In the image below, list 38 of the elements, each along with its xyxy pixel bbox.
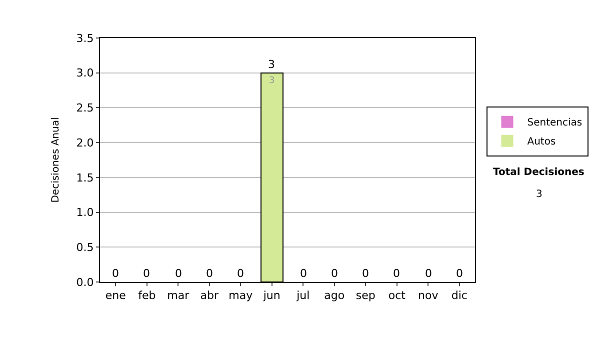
x-tick-label: jun xyxy=(262,289,280,302)
data-label: 3 xyxy=(269,76,275,86)
x-tick-label: jul xyxy=(296,289,310,302)
y-tick-label: 1.0 xyxy=(76,206,94,220)
y-tick-label: 2.0 xyxy=(76,136,94,150)
legend-label: Autos xyxy=(527,136,556,148)
y-tick-label: 3.0 xyxy=(76,66,94,80)
total-label: 0 xyxy=(300,267,307,280)
y-tick-label: 3.5 xyxy=(76,32,94,45)
y-tick-label: 0.5 xyxy=(76,240,94,254)
total-label: 0 xyxy=(425,267,432,280)
x-tick-label: nov xyxy=(418,289,439,302)
y-axis-title: Decisiones Anual xyxy=(50,117,62,203)
x-tick-label: oct xyxy=(388,289,406,302)
y-tick-label: 0.0 xyxy=(76,276,94,289)
total-label: 0 xyxy=(362,267,369,280)
x-tick-label: ago xyxy=(324,289,345,302)
total-label: 3 xyxy=(268,58,275,71)
total-label: 0 xyxy=(206,267,213,280)
total-label: 0 xyxy=(331,267,338,280)
total-label: 0 xyxy=(456,267,463,280)
x-tick-label: sep xyxy=(356,289,376,302)
text: 3 xyxy=(536,189,542,200)
y-tick-label: 1.5 xyxy=(76,171,94,184)
total-label: 0 xyxy=(393,267,400,280)
total-label: 0 xyxy=(175,267,182,280)
y-tick-label: 2.5 xyxy=(76,102,94,115)
total-label: 0 xyxy=(143,267,150,280)
legend-label: Sentencias xyxy=(527,118,582,129)
total-label: 0 xyxy=(237,267,244,280)
x-tick-label: ene xyxy=(105,289,126,302)
x-tick-label: mar xyxy=(167,289,190,302)
total-label: 0 xyxy=(112,267,119,280)
x-tick-label: feb xyxy=(138,289,156,302)
x-tick-label: may xyxy=(228,289,254,302)
text: Total Decisiones xyxy=(493,167,584,178)
x-tick-label: dic xyxy=(451,289,468,302)
x-tick-label: abr xyxy=(200,289,219,302)
